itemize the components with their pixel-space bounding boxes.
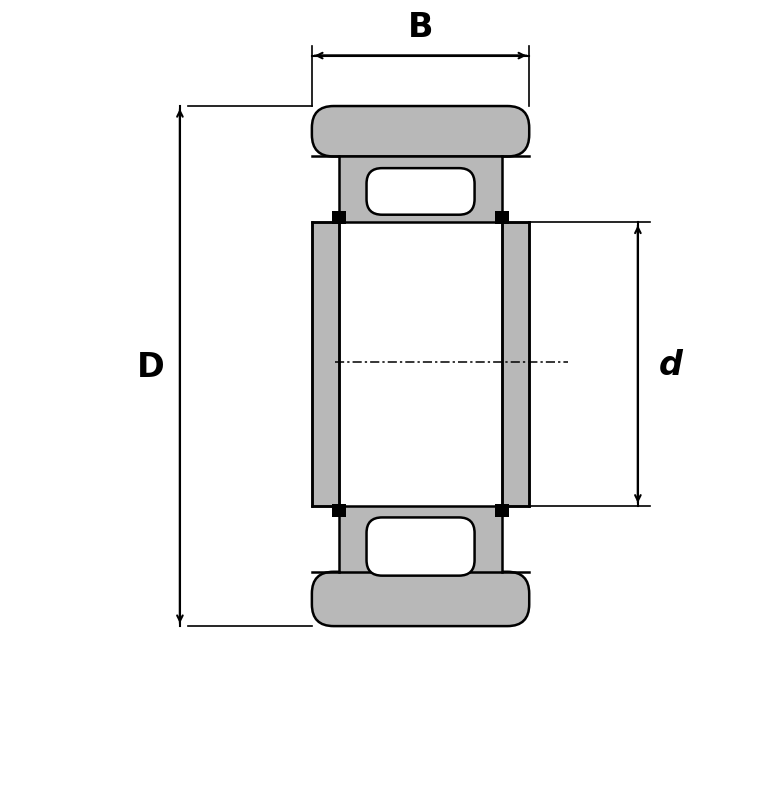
Bar (333, 212, 346, 225)
Bar (339, 157, 502, 223)
FancyBboxPatch shape (367, 518, 474, 576)
Bar (333, 504, 346, 517)
Bar (312, 223, 339, 506)
Text: B: B (407, 10, 433, 43)
FancyBboxPatch shape (312, 107, 529, 157)
Bar (495, 504, 509, 517)
Text: d: d (658, 349, 682, 381)
Bar (339, 506, 502, 572)
Bar (495, 212, 509, 225)
Bar (502, 223, 529, 506)
FancyBboxPatch shape (367, 169, 474, 215)
Text: D: D (136, 350, 164, 383)
FancyBboxPatch shape (312, 572, 529, 626)
